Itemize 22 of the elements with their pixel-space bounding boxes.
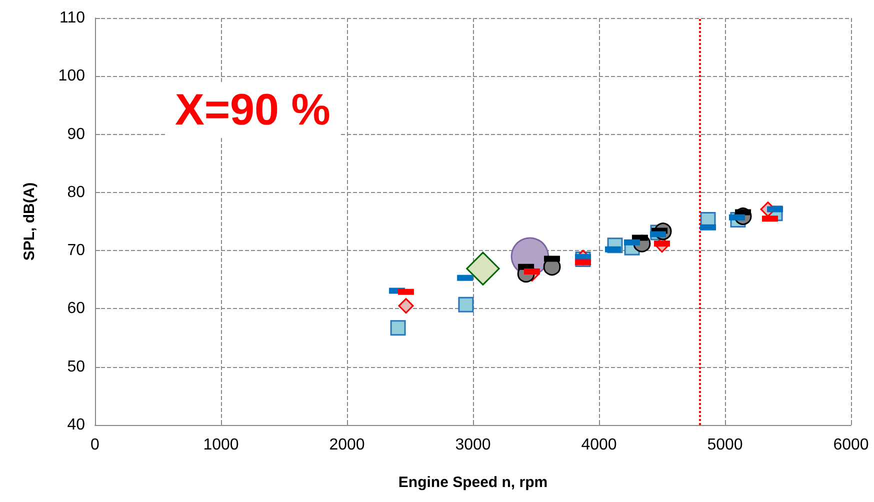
x-tick-label: 1000 — [203, 436, 239, 454]
point — [398, 298, 414, 314]
y-axis-title: SPL, dB(A) — [21, 182, 38, 261]
x-tick-label: 2000 — [329, 436, 365, 454]
y-tick-label: 90 — [67, 126, 86, 143]
y-tick-label: 50 — [67, 358, 86, 376]
y-tick-label: 110 — [59, 10, 86, 26]
x-tick-label: 5000 — [707, 436, 743, 454]
y-tick-label: 60 — [67, 300, 86, 318]
point — [390, 320, 406, 336]
y-tick-label: 40 — [67, 416, 86, 434]
y-tick-label: 100 — [58, 68, 86, 85]
x-tick-label: 0 — [90, 436, 100, 454]
point — [458, 296, 474, 312]
x-tick-label: 3000 — [455, 436, 491, 454]
point — [466, 252, 500, 286]
x-tick-label: 6000 — [833, 436, 869, 454]
x-axis-title: Engine Speed n, rpm — [398, 474, 548, 491]
y-tick-label: 70 — [67, 242, 86, 260]
annotation: X=90 % — [175, 86, 330, 134]
x-tick-label: 4000 — [581, 436, 617, 454]
y-tick-label: 80 — [67, 184, 86, 201]
